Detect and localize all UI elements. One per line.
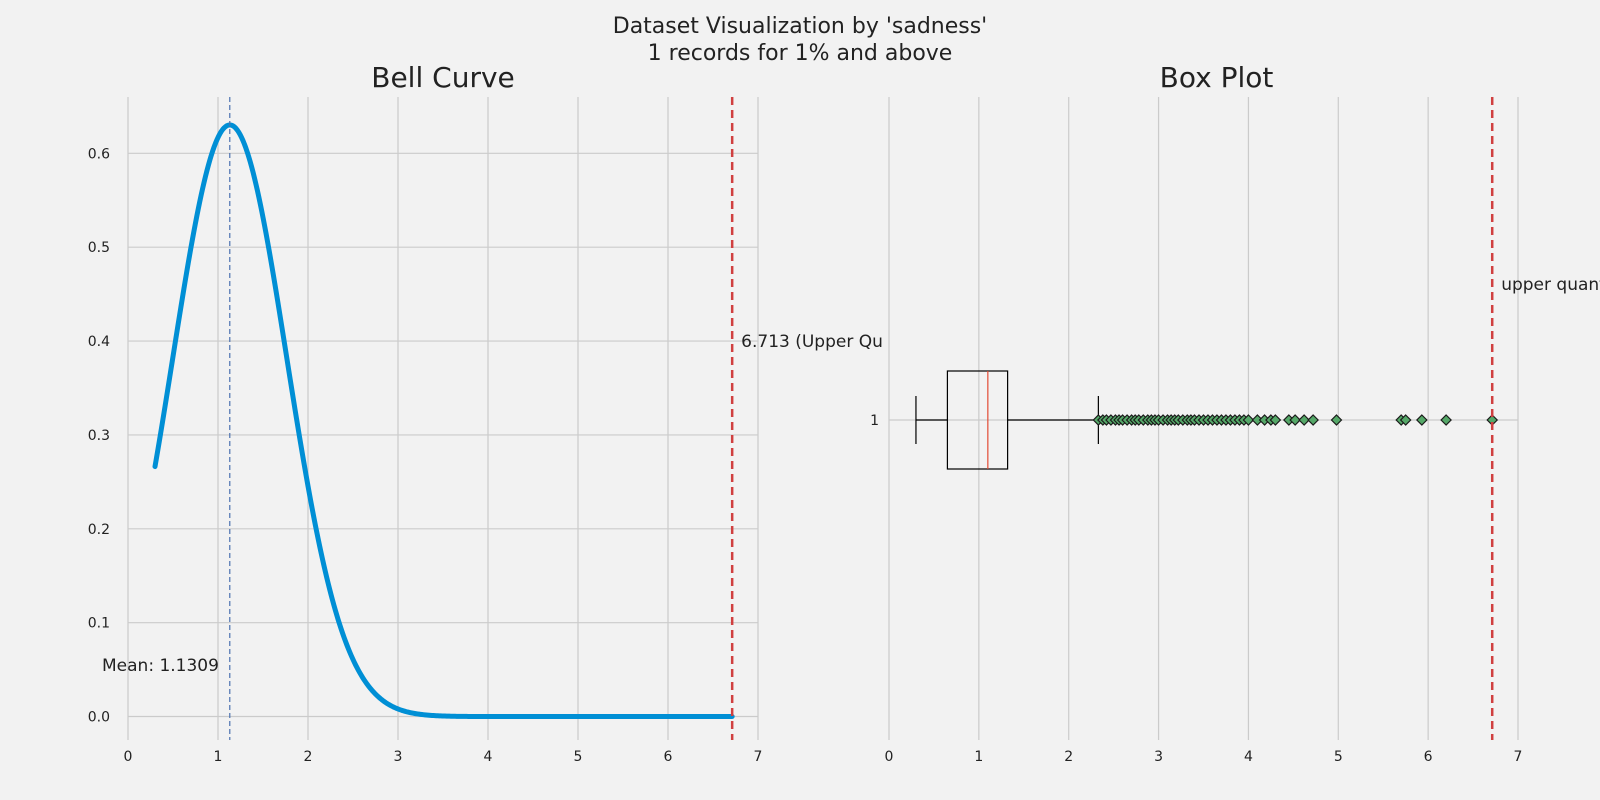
- bell-curve-grid: [127, 97, 759, 740]
- box-x-tick-label: 6: [1424, 749, 1433, 765]
- bell-y-tick-label: 0.5: [88, 240, 110, 256]
- box-plot-ticks: 0 1 2 3 4 5 6 7 1: [870, 413, 1522, 765]
- outlier-point: [1242, 414, 1255, 426]
- bell-x-tick-label: 4: [484, 749, 493, 765]
- box-category-label: 1: [870, 413, 879, 429]
- box-x-tick-label: 3: [1154, 749, 1163, 765]
- upper-quantile-label: 6.713 (Upper Qu: [741, 332, 883, 352]
- box-x-tick-label: 1: [974, 749, 983, 765]
- bell-curve-line: [152, 122, 735, 720]
- bell-y-tick-label: 0.4: [88, 334, 110, 350]
- bell-x-tick-label: 5: [574, 749, 583, 765]
- box-plot-box: [915, 370, 1099, 470]
- bell-x-tick-label: 3: [394, 749, 403, 765]
- bell-y-tick-label: 0.3: [88, 428, 110, 444]
- bell-y-tick-label: 0.2: [88, 522, 110, 538]
- box-iqr: [946, 370, 1009, 470]
- box-plot-outliers: [1092, 414, 1499, 426]
- bell-x-tick-label: 6: [664, 749, 673, 765]
- bell-x-tick-label: 1: [214, 749, 223, 765]
- mean-label: Mean: 1.1309: [102, 656, 219, 676]
- figure-title-line2: 1 records for 1% and above: [648, 41, 953, 66]
- box-plot-axes: 0 1 2 3 4 5 6 7 1 upper quant Box Plot: [870, 61, 1600, 765]
- bell-y-tick-label: 0.0: [88, 710, 110, 726]
- bell-curve-ticks: 0 1 2 3 4 5 6 7 0.0 0.1 0.2 0.3 0.4 0.5 0.6: [88, 146, 763, 765]
- bell-curve-title: Bell Curve: [371, 61, 515, 94]
- box-x-tick-label: 0: [885, 749, 894, 765]
- bell-x-tick-label: 7: [754, 749, 763, 765]
- box-x-tick-label: 7: [1514, 749, 1523, 765]
- bell-y-tick-label: 0.1: [88, 616, 110, 632]
- bell-curve-axes: 0 1 2 3 4 5 6 7 0.0 0.1 0.2 0.3 0.4 0.5 0.6 Mean: 1.13…: [88, 61, 883, 765]
- box-x-tick-label: 2: [1064, 749, 1073, 765]
- outlier-point: [1289, 414, 1302, 426]
- figure-title-line1: Dataset Visualization by 'sadness': [613, 14, 987, 39]
- outlier-point: [1399, 414, 1412, 426]
- box-plot-title: Box Plot: [1160, 61, 1274, 94]
- outlier-point: [1298, 414, 1310, 426]
- outlier-point: [1269, 414, 1282, 426]
- box-x-tick-label: 5: [1334, 749, 1343, 765]
- outlier-point: [1330, 414, 1343, 426]
- outlier-point: [1440, 414, 1452, 426]
- bell-x-tick-label: 0: [124, 749, 133, 765]
- bell-x-tick-label: 2: [304, 749, 313, 765]
- box-upper-quantile-label: upper quant: [1501, 275, 1600, 295]
- bell-y-tick-label: 0.6: [88, 146, 110, 162]
- outlier-point: [1416, 414, 1428, 426]
- outlier-point: [1307, 414, 1319, 426]
- box-x-tick-label: 4: [1244, 749, 1253, 765]
